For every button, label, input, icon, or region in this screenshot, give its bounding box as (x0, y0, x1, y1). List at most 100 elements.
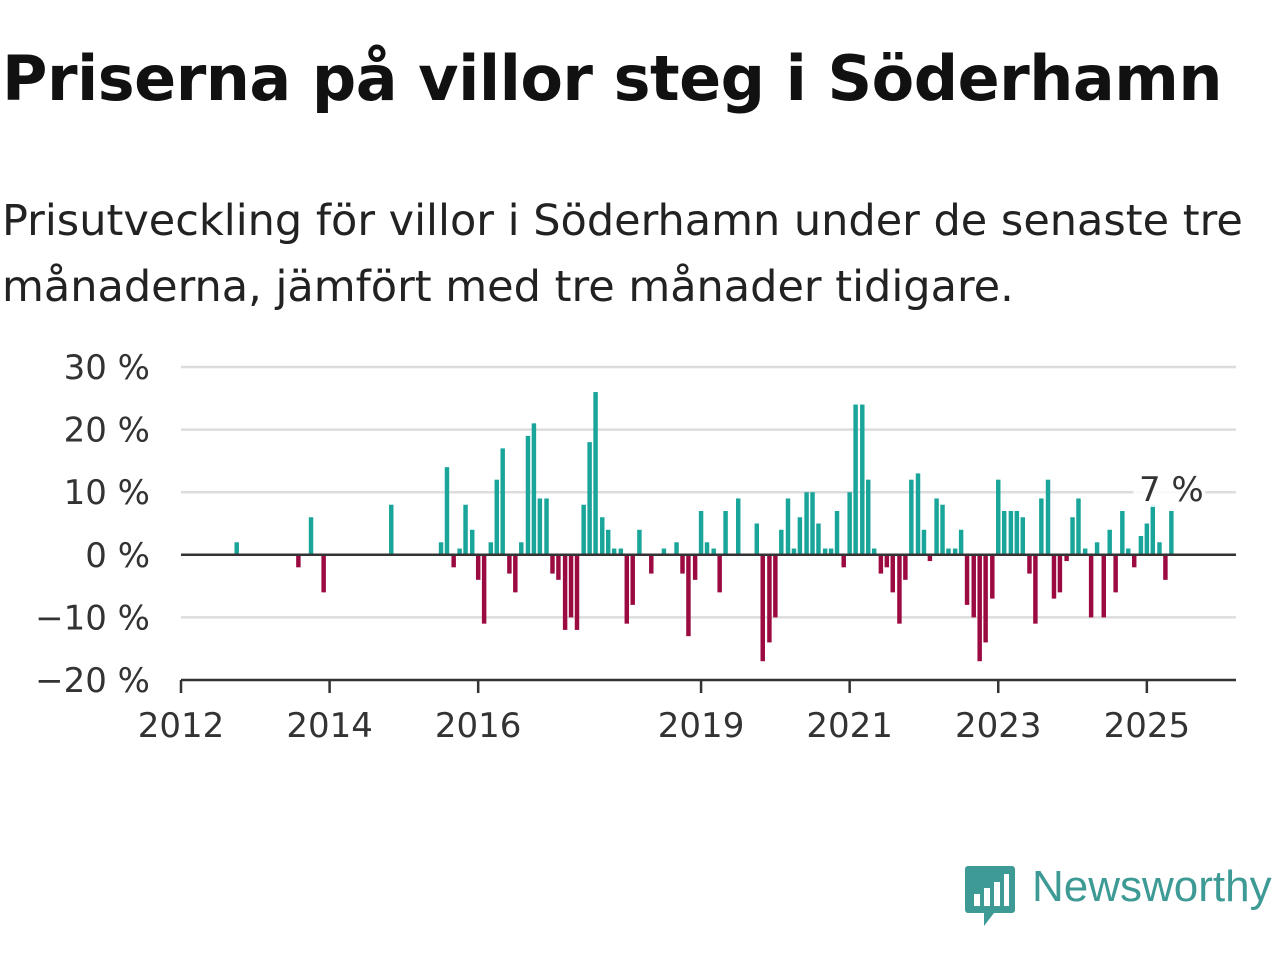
bar (649, 554, 654, 574)
bar (494, 479, 499, 555)
bar (779, 529, 784, 555)
bar (810, 492, 815, 555)
bar (1107, 529, 1112, 555)
bar (519, 542, 524, 555)
tick-labels: 30 % 20 % 10 % 0 % −10 % −20 % 2012 2014 2016 201… (35, 348, 1206, 746)
bar (834, 510, 840, 555)
bar (797, 517, 803, 555)
bar (1027, 554, 1032, 574)
bar (909, 479, 914, 555)
bar (1144, 523, 1150, 555)
bar (593, 392, 598, 555)
bar (890, 554, 895, 593)
bar (903, 554, 908, 580)
price-change-bar-chart: 30 % 20 % 10 % 0 % −10 % −20 % 2012 2014 2016 201… (35, 348, 1236, 746)
bar (884, 554, 890, 568)
bar (871, 548, 877, 555)
bar (866, 479, 871, 555)
bar (692, 554, 698, 580)
y-tick-label: 0 % (85, 536, 150, 576)
bar (686, 554, 691, 637)
bar (1039, 498, 1044, 555)
x-tick-label: 2025 (1104, 706, 1191, 746)
bar (1157, 542, 1162, 555)
bar (1033, 554, 1038, 624)
bar (804, 492, 809, 555)
bar (661, 548, 667, 555)
bar (841, 554, 846, 568)
bars (234, 392, 1174, 662)
bar (1150, 504, 1156, 555)
brand-name: Newsworthy (1032, 862, 1272, 911)
bar (1138, 536, 1144, 555)
bar (698, 510, 704, 555)
bar (1045, 479, 1051, 555)
bar (915, 473, 921, 555)
bar (500, 448, 505, 555)
bar (754, 523, 760, 555)
bar (475, 554, 481, 580)
bar (704, 542, 710, 555)
newsworthy-logo-icon (965, 866, 1015, 926)
bar (389, 504, 394, 555)
bar (828, 548, 834, 555)
bar (587, 442, 592, 555)
bar (544, 498, 549, 555)
bar (574, 554, 580, 630)
bar (964, 554, 970, 605)
bar (1020, 517, 1025, 555)
bar (1131, 554, 1137, 568)
bar (990, 554, 995, 599)
bar (723, 510, 728, 555)
bar (921, 529, 927, 555)
bar (897, 554, 902, 624)
bar (1014, 510, 1020, 555)
bar (1113, 554, 1118, 593)
bar (637, 529, 642, 555)
bar (556, 554, 561, 580)
bar (308, 517, 314, 555)
bar (822, 548, 828, 555)
bar (711, 548, 716, 555)
bar (550, 554, 555, 574)
chart-subtitle: Prisutveckling för villor i Söderhamn un… (2, 196, 1243, 312)
bar (438, 542, 444, 555)
bar (1163, 554, 1168, 580)
bar (674, 542, 679, 555)
latest-value-label: 7 % (1139, 470, 1204, 510)
bar (1101, 554, 1106, 618)
bar (531, 423, 537, 555)
x-tick-label: 2014 (286, 706, 373, 746)
bar (760, 554, 765, 662)
bar (1001, 510, 1007, 555)
bar (847, 492, 852, 555)
bar (1057, 554, 1063, 593)
bar (618, 548, 624, 555)
bar (853, 404, 858, 555)
bar (717, 554, 722, 593)
bar (611, 548, 617, 555)
bar (816, 523, 821, 555)
bar (927, 554, 933, 562)
bar (488, 542, 494, 555)
bar (481, 554, 487, 624)
bar (1094, 542, 1100, 555)
bar (562, 554, 568, 630)
bar (878, 554, 884, 574)
bar (773, 554, 778, 618)
bar (785, 498, 791, 555)
bar (624, 554, 630, 624)
bar (1126, 548, 1131, 555)
bar (1076, 498, 1081, 555)
y-tick-label: −10 % (35, 598, 150, 638)
bar (971, 554, 976, 618)
bar (457, 548, 462, 555)
bar (581, 504, 586, 555)
bar (791, 548, 797, 555)
bar (470, 529, 475, 555)
bar (1088, 554, 1094, 618)
bar (946, 548, 951, 555)
bar (1169, 510, 1174, 555)
x-tick-label: 2023 (955, 706, 1042, 746)
x-tick-label: 2019 (658, 706, 745, 746)
